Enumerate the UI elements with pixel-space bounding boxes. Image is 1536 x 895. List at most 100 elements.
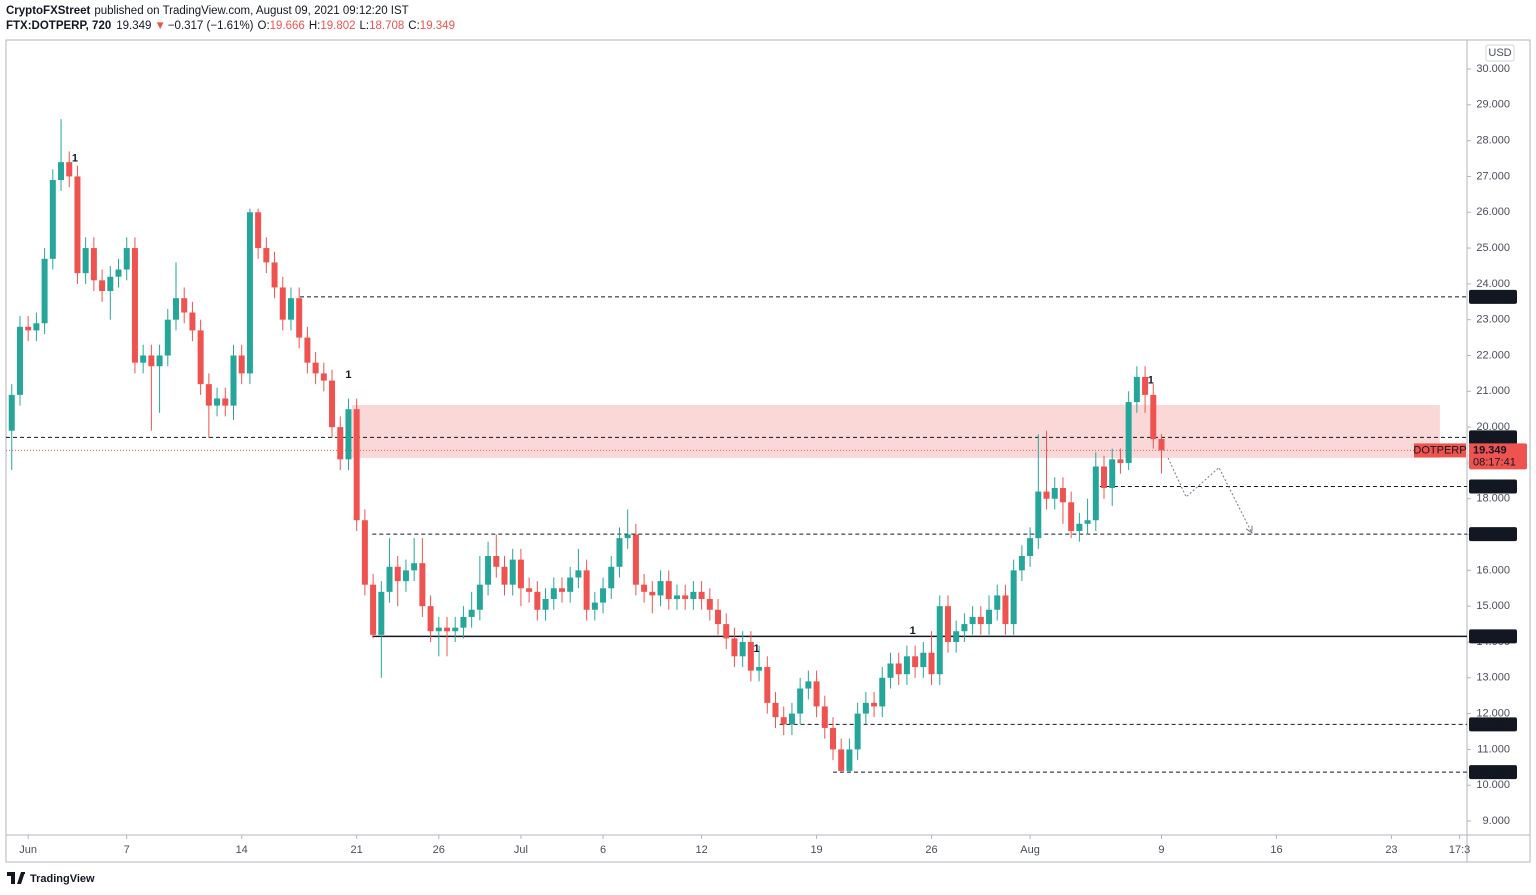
y-tick-label: 28.000 bbox=[1476, 135, 1510, 147]
last-price: 19.349 bbox=[116, 20, 151, 32]
y-tick-label: 23.000 bbox=[1476, 314, 1510, 326]
candle-body bbox=[452, 627, 459, 632]
candle-body bbox=[107, 276, 114, 292]
candle-body bbox=[912, 656, 919, 668]
candle-body bbox=[320, 373, 327, 381]
candle-body bbox=[1150, 394, 1157, 440]
level-label: 23.638 bbox=[1476, 291, 1510, 303]
candle-body bbox=[854, 713, 861, 750]
currency-box bbox=[1485, 44, 1515, 62]
y-tick-label: 25.000 bbox=[1476, 242, 1510, 254]
candle-body bbox=[41, 258, 48, 324]
x-tick-label: 26 bbox=[433, 844, 445, 856]
candle-body bbox=[624, 534, 631, 539]
candle-body bbox=[797, 688, 804, 714]
candle-body bbox=[1027, 538, 1034, 557]
candle-body bbox=[600, 588, 607, 603]
projection-path bbox=[1167, 457, 1253, 533]
y-tick-label: 15.000 bbox=[1476, 600, 1510, 612]
level-label: 18.340 bbox=[1476, 481, 1510, 493]
candle-body bbox=[657, 581, 664, 596]
published: published on TradingView.com, August 09,… bbox=[94, 5, 408, 17]
open-label: O: bbox=[258, 20, 270, 32]
candle-body bbox=[1101, 466, 1108, 488]
candle-body bbox=[205, 384, 212, 406]
candle-body bbox=[164, 319, 171, 356]
candle-body bbox=[862, 702, 869, 714]
candle-body bbox=[33, 323, 40, 331]
low-value: 18.708 bbox=[369, 20, 404, 32]
level-label: 14.155 bbox=[1476, 631, 1510, 643]
candle-body bbox=[558, 588, 565, 592]
candle-body bbox=[49, 180, 56, 259]
x-tick-label: Jul bbox=[514, 844, 528, 856]
annotation: 1 bbox=[1148, 374, 1154, 386]
candle-body bbox=[1142, 376, 1149, 395]
candle-body bbox=[115, 269, 122, 277]
candle-body bbox=[172, 298, 179, 320]
x-tick-label: 7 bbox=[124, 844, 130, 856]
level-label-box bbox=[1469, 629, 1517, 644]
candle-body bbox=[772, 702, 779, 718]
candle-body bbox=[616, 538, 623, 567]
candle-body bbox=[780, 717, 787, 725]
candle-body bbox=[936, 606, 943, 675]
x-tick-label: 19 bbox=[810, 844, 822, 856]
y-tick-label: 13.000 bbox=[1476, 672, 1510, 684]
logo-icon bbox=[7, 872, 25, 884]
y-tick-label: 24.000 bbox=[1476, 278, 1510, 290]
projection-arrowhead bbox=[1245, 525, 1253, 534]
candle-body bbox=[148, 355, 155, 367]
candle-body bbox=[435, 627, 442, 632]
candle-body bbox=[214, 398, 221, 406]
candle-body bbox=[353, 409, 360, 521]
candle-body bbox=[821, 706, 828, 728]
candle-body bbox=[304, 337, 311, 363]
candle-body bbox=[1117, 459, 1124, 463]
candle-body bbox=[476, 584, 483, 610]
y-tick-label: 20.000 bbox=[1476, 421, 1510, 433]
y-tick-label: 26.000 bbox=[1476, 206, 1510, 218]
candle-body bbox=[66, 162, 73, 177]
candle-body bbox=[238, 355, 245, 374]
level-label-box bbox=[1469, 765, 1517, 780]
x-tick-label: 6 bbox=[600, 844, 606, 856]
candle-body bbox=[887, 663, 894, 678]
candle-body bbox=[222, 398, 229, 406]
candle-body bbox=[427, 606, 434, 632]
x-tick-label: 21 bbox=[351, 844, 363, 856]
candle-body bbox=[460, 616, 467, 628]
candle-body bbox=[1059, 487, 1066, 503]
candle-body bbox=[517, 559, 524, 589]
change-arrow: ▼ bbox=[154, 20, 165, 32]
candle-body bbox=[74, 176, 81, 274]
candle-body bbox=[394, 566, 401, 582]
candle-body bbox=[287, 298, 294, 320]
close-label: C: bbox=[408, 20, 420, 32]
y-tick-label: 11.000 bbox=[1477, 743, 1510, 755]
candle-body bbox=[255, 212, 262, 249]
symbol-label-box bbox=[1414, 443, 1466, 458]
annotation: 1 bbox=[345, 369, 351, 381]
candle-body bbox=[1092, 466, 1099, 521]
candle-body bbox=[181, 298, 188, 313]
candle-body bbox=[361, 520, 368, 585]
candle-body bbox=[928, 652, 935, 675]
candle-body bbox=[345, 409, 352, 460]
level-label-box bbox=[1469, 527, 1517, 542]
x-tick-label: 16 bbox=[1270, 844, 1282, 856]
candle-body bbox=[501, 566, 508, 585]
candle-body bbox=[813, 681, 820, 707]
candle-body bbox=[58, 162, 65, 181]
candle-body bbox=[846, 749, 853, 771]
candle-body bbox=[953, 631, 960, 642]
annotation: 1 bbox=[910, 625, 916, 637]
candle-body bbox=[271, 262, 278, 288]
candle-body bbox=[731, 638, 738, 657]
candle-body bbox=[1035, 491, 1042, 539]
low-label: L: bbox=[360, 20, 370, 32]
candle-body bbox=[723, 624, 730, 639]
candle-body bbox=[944, 606, 951, 642]
